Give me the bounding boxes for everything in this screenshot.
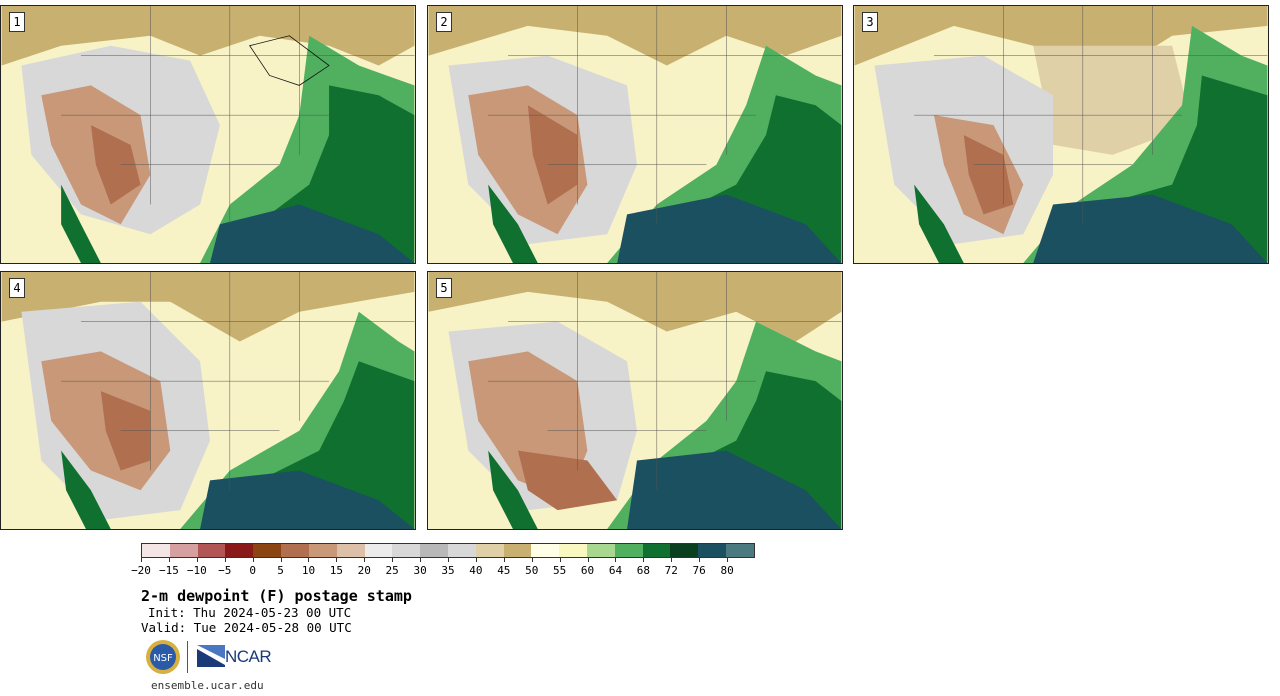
colorbar-tickmark [475, 558, 477, 562]
map-panel-4: 4 [0, 271, 416, 530]
map-panel-2: 2 [427, 5, 843, 264]
colorbar-tick-label: 35 [441, 564, 455, 577]
valid-time: Valid: Tue 2024-05-28 00 UTC [141, 620, 352, 635]
colorbar-segment [169, 544, 198, 557]
ncar-logo-text: NCAR [225, 647, 272, 666]
colorbar-tickmark [699, 558, 701, 562]
map-panel-5: 5 [427, 271, 843, 530]
colorbar-tickmark [336, 558, 338, 562]
colorbar-segment [503, 544, 532, 557]
colorbar-tickmark [196, 558, 198, 562]
dewpoint-map-2 [428, 6, 842, 263]
init-time: Init: Thu 2024-05-23 00 UTC [148, 605, 352, 620]
colorbar-tick-label: 25 [385, 564, 399, 577]
page-title: 2-m dewpoint (F) postage stamp [141, 587, 412, 605]
colorbar-segment [420, 544, 448, 557]
colorbar-tickmark [559, 558, 561, 562]
colorbar-tickmark [615, 558, 617, 562]
colorbar-segment [336, 544, 365, 557]
colorbar-tick-label: 10 [301, 564, 316, 577]
colorbar-segment [308, 544, 337, 557]
logos: NSF NCAR [145, 639, 285, 675]
colorbar-tick-label: −15 [158, 564, 179, 577]
colorbar-ticks: −20 −15 −10 −5 0 5 10 15 20 25 30 35 40 45 50 55 60 64 68 7… [131, 558, 755, 580]
panel-number-label: 2 [436, 12, 452, 32]
ncar-logo-icon [197, 645, 225, 667]
colorbar-tickmark [308, 558, 310, 562]
nsf-logo-text: NSF [153, 653, 173, 664]
colorbar-segment [142, 544, 170, 557]
colorbar-segment [642, 544, 671, 557]
colorbar-tickmark [392, 558, 394, 562]
colorbar-tick-label: 20 [357, 564, 371, 577]
colorbar-segment [281, 544, 309, 557]
panel-number-label: 3 [862, 12, 878, 32]
colorbar-tickmark [587, 558, 589, 562]
colorbar [141, 543, 755, 558]
colorbar-tickmark [224, 558, 226, 562]
colorbar-tick-label: 72 [664, 564, 678, 577]
colorbar-tickmark [252, 558, 254, 562]
nsf-logo-icon: NSF [146, 640, 180, 674]
colorbar-segment [698, 544, 727, 557]
colorbar-tick-label: 76 [692, 564, 706, 577]
colorbar-tick-label: −10 [186, 564, 207, 577]
colorbar-tickmark [280, 558, 282, 562]
colorbar-tickmark [727, 558, 729, 562]
colorbar-tick-label: 15 [329, 564, 343, 577]
panel-number-label: 1 [9, 12, 25, 32]
map-panel-1: 1 [0, 5, 416, 264]
map-panel-3: 3 [853, 5, 1269, 264]
colorbar-tickmark [503, 558, 505, 562]
colorbar-segment [197, 544, 226, 557]
colorbar-tick-label: 64 [608, 564, 623, 577]
colorbar-tick-label: 68 [636, 564, 650, 577]
colorbar-segment [253, 544, 282, 557]
colorbar-tickmark [448, 558, 449, 562]
colorbar-tickmark [531, 558, 533, 562]
colorbar-segment [587, 544, 615, 557]
colorbar-segment [364, 544, 393, 557]
colorbar-segment [670, 544, 699, 557]
colorbar-tick-label: 80 [720, 564, 734, 577]
colorbar-segment [225, 544, 254, 557]
panel-number-label: 5 [436, 278, 452, 298]
panel-number-label: 4 [9, 278, 25, 298]
colorbar-tick-label: 55 [553, 564, 567, 577]
dewpoint-map-3 [854, 6, 1268, 263]
colorbar-tick-label: 60 [580, 564, 595, 577]
colorbar-tick-label: 40 [469, 564, 483, 577]
colorbar-tickmark [364, 558, 366, 562]
colorbar-tickmark [671, 558, 673, 562]
dewpoint-map-5 [428, 272, 842, 529]
colorbar-tick-label: −20 [131, 564, 151, 577]
colorbar-tick-label: 50 [525, 564, 539, 577]
colorbar-tickmark [643, 558, 645, 562]
colorbar-segment [531, 544, 560, 557]
colorbar-tick-label: −5 [218, 564, 232, 577]
colorbar-tick-label: 5 [277, 564, 284, 577]
colorbar-tickmark [168, 558, 170, 562]
site-url: ensemble.ucar.edu [151, 679, 264, 692]
colorbar-segment [447, 544, 476, 557]
dewpoint-map-1 [1, 6, 415, 263]
colorbar-tick-label: 45 [497, 564, 511, 577]
dewpoint-map-4 [1, 272, 415, 529]
colorbar-segment [559, 544, 587, 557]
colorbar-segment [392, 544, 421, 557]
colorbar-segment [726, 544, 754, 557]
colorbar-segment [475, 544, 504, 557]
logo-divider [187, 641, 188, 673]
colorbar-tickmark [141, 558, 142, 562]
colorbar-tick-label: 0 [249, 564, 256, 577]
colorbar-segment [614, 544, 643, 557]
colorbar-tick-label: 30 [413, 564, 427, 577]
colorbar-tickmark [420, 558, 422, 562]
